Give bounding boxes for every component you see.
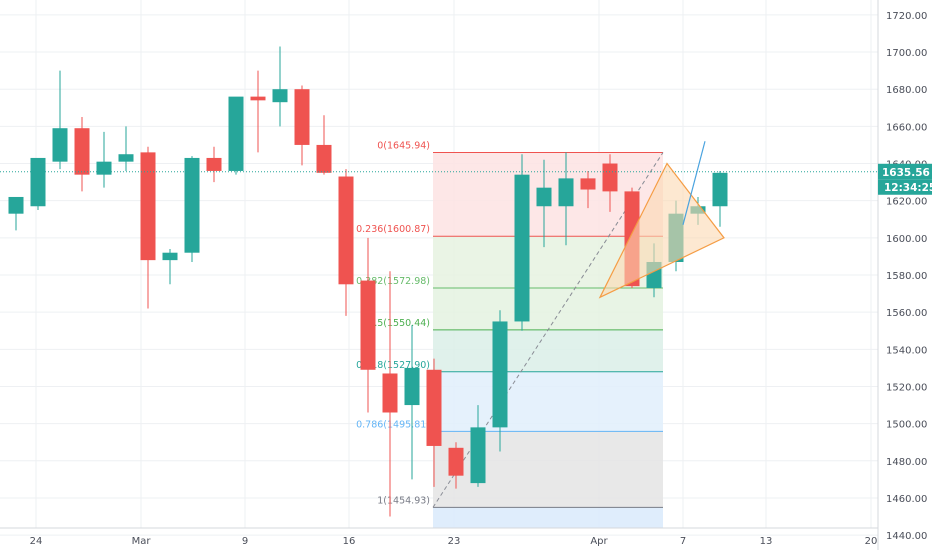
x-tick-label: Apr	[590, 536, 608, 547]
candle-body	[96, 161, 112, 175]
candle-body	[52, 128, 68, 162]
candle-body	[514, 174, 530, 322]
x-tick-label: 24	[30, 536, 43, 547]
candle-body	[558, 178, 574, 207]
fib-zone	[433, 507, 663, 528]
candle-body	[162, 252, 178, 261]
price-label: 1635.56	[882, 167, 930, 179]
candle-body	[118, 154, 134, 162]
candle-body	[206, 157, 222, 171]
time-axis[interactable]: 24 Mar 9 16 23 Apr 7 13 20	[0, 527, 878, 547]
fib-zone	[433, 288, 663, 330]
fibonacci-retracement[interactable]: 0(1645.94) 0.236(1600.87) 0.382(1572.98) 0.…	[356, 140, 664, 528]
projection-line	[682, 141, 706, 225]
candle-body	[338, 176, 354, 285]
candle-body	[382, 373, 398, 413]
candle-body	[250, 96, 266, 101]
x-tick-label: 13	[760, 536, 773, 547]
candle-body	[360, 280, 376, 370]
y-tick-label: 1460.00	[886, 494, 927, 505]
candle-body	[426, 369, 442, 446]
candle-body	[30, 157, 46, 207]
y-tick-label: 1660.00	[886, 122, 927, 133]
x-tick-label: 20	[865, 536, 878, 547]
candle-body	[74, 128, 90, 175]
candle-body	[470, 427, 486, 484]
fib-zone	[433, 371, 663, 432]
y-tick-label: 1480.00	[886, 457, 927, 468]
fib-level-label: 0.5(1550.44)	[368, 318, 430, 329]
y-tick-label: 1500.00	[886, 420, 927, 431]
x-tick-label: Mar	[132, 536, 152, 547]
x-tick-label: 9	[242, 536, 248, 547]
y-tick-label: 1700.00	[886, 48, 927, 59]
fib-level-label: 0.382(1572.98)	[356, 276, 430, 287]
countdown-label: 12:34:25	[884, 182, 932, 194]
triangle-pattern	[598, 162, 725, 299]
x-tick-label: 16	[343, 536, 356, 547]
y-tick-label: 1560.00	[886, 308, 927, 319]
fib-level-label: 0.618(1527.90)	[356, 360, 430, 371]
candle-body	[404, 367, 420, 406]
candle-body	[602, 163, 618, 192]
candle-body	[712, 172, 728, 207]
price-labels: 1635.56 12:34:25	[878, 163, 932, 195]
fib-level-label: 0.786(1495.81)	[356, 419, 430, 430]
candle-body	[272, 89, 288, 103]
candle-body	[448, 447, 464, 476]
candle-body	[294, 89, 310, 145]
drawing-tools[interactable]	[0, 141, 878, 299]
y-tick-label: 1440.00	[886, 531, 927, 542]
y-tick-label: 1520.00	[886, 382, 927, 393]
countdown-label-box	[878, 179, 932, 195]
candle-body	[492, 321, 508, 428]
candle-body	[316, 144, 332, 173]
fib-level-label: 0.236(1600.87)	[356, 224, 430, 235]
y-tick-label: 1620.00	[886, 197, 927, 208]
y-tick-label: 1580.00	[886, 271, 927, 282]
fib-zone	[433, 431, 663, 508]
candlesticks	[8, 46, 728, 517]
candle-body	[184, 157, 200, 253]
y-tick-label: 1720.00	[886, 11, 927, 22]
candle-body	[580, 178, 596, 190]
fib-zone	[433, 329, 663, 372]
x-tick-label: 23	[448, 536, 461, 547]
fib-level-label: 0(1645.94)	[377, 140, 430, 151]
fib-level-label: 1(1454.93)	[377, 495, 430, 506]
price-label-box	[878, 163, 932, 180]
y-tick-label: 1680.00	[886, 85, 927, 96]
y-tick-label: 1540.00	[886, 345, 927, 356]
y-tick-label: 1600.00	[886, 234, 927, 245]
candle-body	[140, 152, 156, 261]
x-tick-label: 7	[680, 536, 686, 547]
candle-body	[8, 196, 24, 214]
price-axis[interactable]: 1440.00 1460.00 1480.00 1500.00 1520.00 1540.…	[877, 0, 927, 550]
candle-body	[228, 96, 244, 171]
candle-body	[536, 187, 552, 207]
